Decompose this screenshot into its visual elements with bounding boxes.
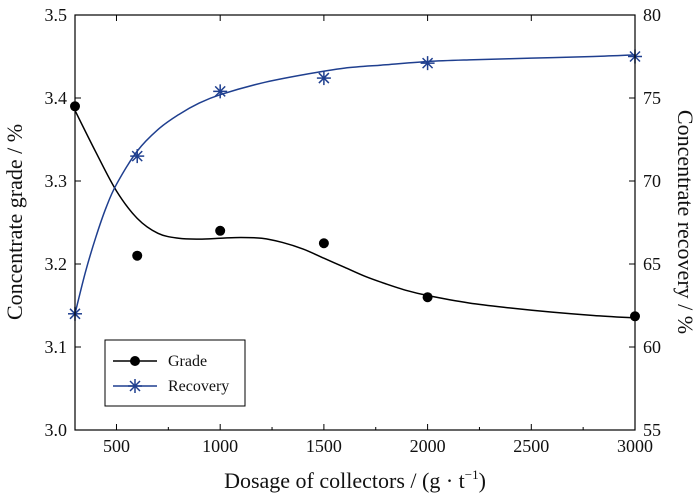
- grade-point: [318, 238, 329, 249]
- legend-grade-marker: [130, 356, 140, 366]
- legend-box: [104, 339, 246, 407]
- grade-point: [215, 225, 226, 236]
- y-left-tick-label: 3.4: [45, 88, 68, 108]
- x-tick-label: 1500: [306, 436, 342, 456]
- x-tick-label: 1000: [202, 436, 238, 456]
- x-tick-label: 2500: [513, 436, 549, 456]
- legend: Grade Recovery: [104, 339, 246, 407]
- recovery-point: [420, 56, 435, 71]
- recovery-point: [130, 149, 145, 164]
- y-left-tick-label: 3.2: [45, 254, 68, 274]
- recovery-point: [316, 71, 331, 86]
- y-right-tick-label: 60: [643, 337, 661, 357]
- y-left-tick-label: 3.0: [45, 420, 68, 440]
- y-right-tick-label: 55: [643, 420, 661, 440]
- y-right-tick-label: 70: [643, 171, 661, 191]
- y-left-tick-label: 3.5: [45, 5, 68, 25]
- x-tick-label: 2000: [410, 436, 446, 456]
- y-left-tick-label: 3.3: [45, 171, 68, 191]
- series-line-grade: [74, 110, 636, 319]
- grade-point: [132, 250, 143, 261]
- recovery-point: [213, 84, 228, 99]
- legend-recovery-label: Recovery: [168, 378, 229, 395]
- grade-point: [422, 292, 433, 303]
- x-tick-label: 3000: [617, 436, 653, 456]
- legend-grade-label: Grade: [168, 353, 207, 370]
- y-axis-left-title: Concentrate grade / %: [2, 124, 27, 320]
- legend-recovery-marker: [128, 379, 142, 393]
- plot-frame: [74, 14, 636, 431]
- y-right-tick-label: 65: [643, 254, 661, 274]
- y-right-tick-label: 80: [643, 5, 661, 25]
- x-axis-title: Dosage of collectors / (g · t−1): [224, 467, 486, 493]
- y-axis-right-title: Concentrate recovery / %: [673, 110, 698, 334]
- y-left-tick-label: 3.1: [45, 337, 68, 357]
- x-tick-label: 500: [103, 436, 130, 456]
- y-right-tick-label: 75: [643, 88, 661, 108]
- series-line-recovery: [74, 54, 636, 314]
